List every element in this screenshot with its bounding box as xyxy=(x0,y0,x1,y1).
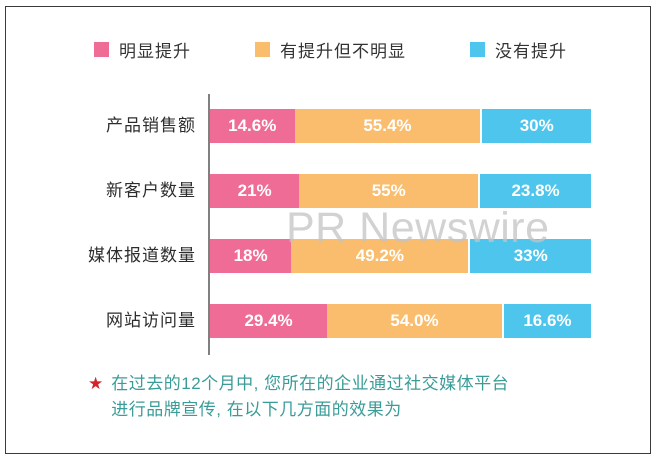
bar-segment-significant: 29.4% xyxy=(210,304,328,338)
watermark: PR Newswire xyxy=(286,204,550,252)
category-label: 网站访问量 xyxy=(106,311,196,330)
category-label: 新客户数量 xyxy=(106,181,196,200)
bar: 18% 49.2% 33% xyxy=(210,239,591,273)
bar-segment-significant: 14.6% xyxy=(210,109,295,143)
bar-segment-slight: 49.2% xyxy=(291,239,469,273)
legend-label: 有提升但不明显 xyxy=(280,42,406,61)
bar-segment-significant: 18% xyxy=(210,239,292,273)
value-label: 54.0% xyxy=(390,311,439,330)
bar-row-new-customers: 新客户数量 21% 55% 23.8% xyxy=(0,174,661,208)
value-label: 14.6% xyxy=(228,116,277,135)
value-label: 55.4% xyxy=(363,116,412,135)
legend-item-significant: 明显提升 xyxy=(94,37,191,62)
y-axis-line xyxy=(208,94,210,355)
value-label: 30% xyxy=(519,116,554,135)
bar-segment-slight: 54.0% xyxy=(327,304,502,338)
chart-border-frame xyxy=(5,6,651,454)
bar-segment-slight: 55.4% xyxy=(294,109,481,143)
stacked-bar-chart: 产品销售额 14.6% 55.4% 30% 新客户数量 21% 55% 23.8… xyxy=(0,109,661,369)
value-label: 23.8% xyxy=(511,181,560,200)
category-label: 媒体报道数量 xyxy=(88,246,196,265)
bar: 29.4% 54.0% 16.6% xyxy=(210,304,591,338)
legend-item-slight: 有提升但不明显 xyxy=(255,37,406,62)
legend-swatch-blue-icon xyxy=(470,42,485,57)
footnote-line-2: 进行品牌宣传, 在以下几方面的效果为 xyxy=(111,400,402,419)
bar: 14.6% 55.4% 30% xyxy=(210,109,591,143)
star-icon: ★ xyxy=(88,374,104,393)
bar-segment-none: 30% xyxy=(480,109,591,143)
bar-segment-significant: 21% xyxy=(210,174,300,208)
value-label: 49.2% xyxy=(355,246,404,265)
value-label: 21% xyxy=(237,181,272,200)
bar-segment-none: 16.6% xyxy=(501,304,591,338)
bar-row-website-traffic: 网站访问量 29.4% 54.0% 16.6% xyxy=(0,304,661,338)
footnote-text: 在过去的12个月中, 您所在的企业通过社交媒体平台 进行品牌宣传, 在以下几方面… xyxy=(111,371,509,423)
category-label: 产品销售额 xyxy=(106,116,196,135)
bar-segment-none: 23.8% xyxy=(478,174,591,208)
legend-label: 明显提升 xyxy=(119,42,191,61)
bar-row-product-sales: 产品销售额 14.6% 55.4% 30% xyxy=(0,109,661,143)
legend-item-none: 没有提升 xyxy=(470,37,567,62)
bar: 21% 55% 23.8% xyxy=(210,174,591,208)
value-label: 18% xyxy=(233,246,268,265)
value-label: 33% xyxy=(513,246,548,265)
footnote-line-1: 在过去的12个月中, 您所在的企业通过社交媒体平台 xyxy=(111,374,510,393)
bar-row-media-coverage: 媒体报道数量 18% 49.2% 33% xyxy=(0,239,661,273)
bar-segment-slight: 55% xyxy=(299,174,479,208)
value-label: 16.6% xyxy=(523,311,572,330)
value-label: 55% xyxy=(371,181,406,200)
bar-segment-none: 33% xyxy=(468,239,591,273)
legend-label: 没有提升 xyxy=(495,42,567,61)
footnote: ★ 在过去的12个月中, 您所在的企业通过社交媒体平台 进行品牌宣传, 在以下几… xyxy=(88,371,509,423)
legend: 明显提升 有提升但不明显 没有提升 xyxy=(0,37,661,62)
legend-swatch-pink-icon xyxy=(94,42,109,57)
value-label: 29.4% xyxy=(244,311,293,330)
legend-swatch-orange-icon xyxy=(255,42,270,57)
